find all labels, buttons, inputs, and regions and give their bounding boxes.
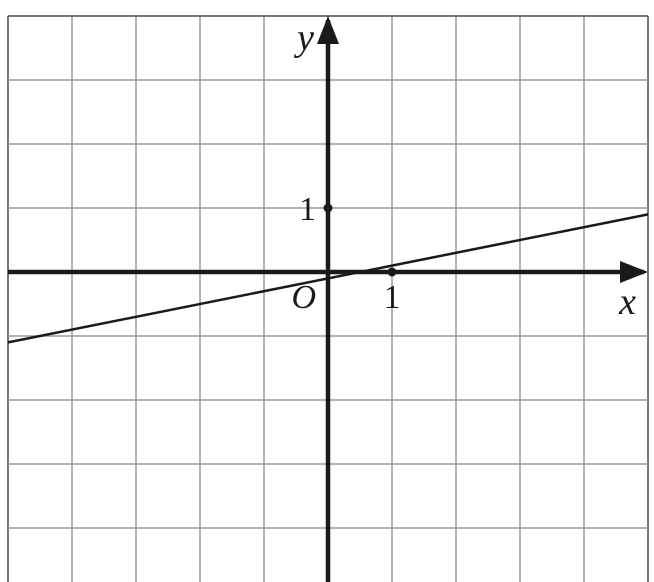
y-axis-label: y	[293, 17, 314, 59]
y-unit-point	[324, 204, 333, 213]
y-axis-arrow	[317, 16, 339, 44]
x-tick-1: 1	[384, 279, 401, 316]
y-tick-1: 1	[299, 191, 316, 228]
coordinate-plot: y x O 1 1	[0, 0, 654, 582]
axes	[8, 16, 648, 582]
origin-label: O	[291, 279, 316, 316]
x-unit-point	[388, 268, 397, 277]
x-axis-label: x	[618, 281, 636, 323]
x-axis-arrow	[620, 261, 648, 283]
